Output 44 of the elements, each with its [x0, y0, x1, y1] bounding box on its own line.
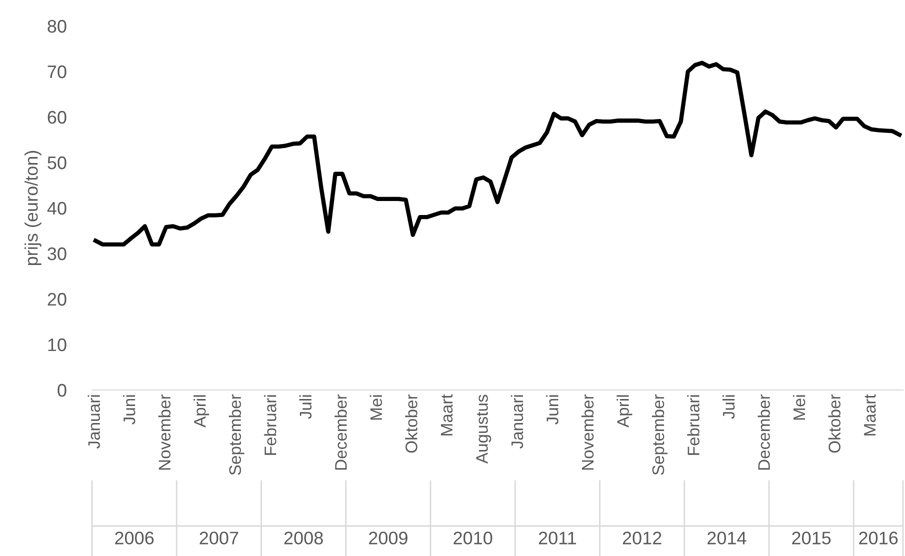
y-tick-label: 60	[48, 110, 66, 124]
y-axis-title: prijs (euro/ton)	[24, 150, 42, 266]
text: 2012	[622, 532, 662, 544]
y-tick-label: 70	[48, 65, 66, 78]
x-tick-label: September	[228, 394, 244, 475]
x-tick-label: Januari	[88, 395, 100, 449]
x-tick-label: Juli	[722, 395, 735, 419]
x-tick-label: December	[334, 394, 347, 470]
x-tick-label: Juli	[299, 395, 312, 419]
y-tick-label: 40	[47, 202, 66, 215]
text: 2014	[708, 532, 746, 544]
y-tick-label: 50	[48, 156, 66, 170]
x-tick-label: Oktober	[405, 394, 418, 453]
text: 2006	[115, 532, 154, 544]
y-tick-label: 30	[48, 247, 66, 260]
x-tick-label: Augustus	[476, 394, 492, 464]
x-tick-label: September	[652, 394, 668, 475]
x-tick-label: April	[616, 395, 632, 428]
x-tick-label: Januari	[510, 395, 524, 449]
text: 2015	[792, 532, 831, 544]
x-tick-label: Mei	[370, 395, 382, 420]
x-tick-label: April	[194, 395, 210, 428]
x-tick-label: Oktober	[828, 394, 840, 453]
x-tick-label: Februari	[687, 395, 700, 455]
y-tick-label: 10	[48, 338, 66, 352]
y-tick-label: 20	[48, 292, 66, 306]
x-tick-label: Juni	[546, 395, 558, 424]
x-tick-label: November	[158, 394, 171, 470]
text: 2007	[200, 532, 238, 544]
text: 2008	[284, 532, 323, 544]
y-tick-label: 80	[48, 20, 66, 33]
text: 2009	[369, 532, 408, 544]
y-tick-label: 0	[58, 384, 66, 397]
text: 2011	[538, 532, 576, 544]
line-series	[93, 60, 902, 246]
x-tick-label: November	[581, 394, 594, 470]
x-tick-label: Februari	[264, 395, 276, 455]
text: 2016	[859, 532, 898, 544]
x-tick-label: Mei	[792, 395, 806, 420]
x-tick-label: Juni	[123, 395, 136, 424]
x-tick-label: December	[758, 394, 770, 470]
text: 2010	[454, 532, 492, 544]
x-tick-label: Maart	[440, 394, 453, 436]
x-tick-label: Maart	[864, 394, 876, 436]
